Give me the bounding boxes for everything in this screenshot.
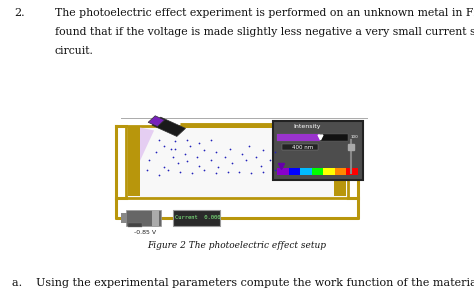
- Bar: [121, 213, 127, 223]
- Bar: [128, 223, 142, 227]
- Text: The photoelectric effect experiment is performed on an unknown metal in Figure 2: The photoelectric effect experiment is p…: [55, 8, 474, 18]
- Polygon shape: [152, 117, 185, 136]
- Bar: [289, 168, 301, 175]
- Text: 2.: 2.: [14, 8, 25, 18]
- Text: a.    Using the experimental parameters compute the work function of the materia: a. Using the experimental parameters com…: [12, 278, 474, 288]
- Text: circuit.: circuit.: [55, 46, 93, 56]
- Polygon shape: [140, 127, 154, 161]
- Text: -0.85 V: -0.85 V: [134, 230, 155, 235]
- Text: Intensity: Intensity: [293, 124, 320, 129]
- Bar: [173, 210, 220, 226]
- Bar: [282, 144, 318, 150]
- Bar: [273, 121, 363, 180]
- Bar: [126, 210, 161, 226]
- Text: Current  0.000: Current 0.000: [175, 216, 221, 220]
- Bar: [301, 168, 312, 175]
- Text: found that if the voltage is made slightly less negative a very small current st: found that if the voltage is made slight…: [55, 27, 474, 37]
- Bar: [277, 168, 289, 175]
- Bar: [323, 168, 335, 175]
- Text: 100: 100: [350, 135, 358, 139]
- Bar: [277, 134, 348, 141]
- Bar: [128, 127, 140, 196]
- Bar: [277, 134, 320, 141]
- Text: 400 nm: 400 nm: [292, 145, 313, 150]
- Polygon shape: [148, 116, 164, 126]
- Bar: [346, 168, 358, 175]
- Bar: [152, 210, 159, 226]
- Bar: [335, 168, 347, 175]
- Bar: [312, 168, 324, 175]
- Bar: [334, 127, 346, 196]
- Bar: [126, 126, 348, 198]
- Text: Figure 2 The photoelectric effect setup: Figure 2 The photoelectric effect setup: [147, 241, 327, 250]
